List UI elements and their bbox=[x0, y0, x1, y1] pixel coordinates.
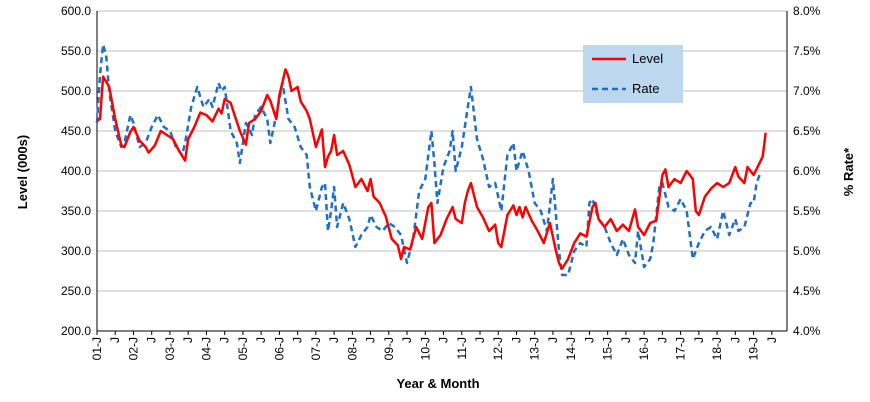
y-right-tick-label: 4.5% bbox=[793, 284, 821, 298]
x-tick-label: 16-J bbox=[637, 337, 651, 360]
x-tick-label: J bbox=[728, 337, 742, 343]
legend: Level Rate bbox=[583, 45, 683, 103]
y-right-tick-label: 7.0% bbox=[793, 84, 821, 98]
x-tick-label: 18-J bbox=[710, 337, 724, 360]
x-tick-label: 08-J bbox=[345, 337, 359, 360]
axes bbox=[96, 11, 788, 332]
x-tick-label: J bbox=[655, 337, 669, 343]
x-tick-label: 09-J bbox=[382, 337, 396, 360]
y-right-tick-label: 7.5% bbox=[793, 44, 821, 58]
x-tick-label: 06-J bbox=[272, 337, 286, 360]
left-axis-ticks: 200.0 250.0 300.0 350.0 400.0 450.0 500.0 550.0… bbox=[61, 4, 91, 338]
x-tick-label: 15-J bbox=[601, 337, 615, 360]
x-tick-label: J bbox=[400, 337, 414, 343]
y-left-title: Level (000s) bbox=[15, 135, 30, 209]
legend-box bbox=[583, 45, 683, 103]
y-right-tick-label: 6.0% bbox=[793, 164, 821, 178]
y-right-tick-label: 4.0% bbox=[793, 324, 821, 338]
x-tick-label: J bbox=[327, 337, 341, 343]
x-tick-label: J bbox=[291, 337, 305, 343]
y-right-tick-label: 6.5% bbox=[793, 124, 821, 138]
x-tick-label: J bbox=[765, 337, 779, 343]
x-tick-label: J bbox=[108, 337, 122, 343]
x-tick-label: 07-J bbox=[309, 337, 323, 360]
y-left-tick-label: 350.0 bbox=[61, 204, 91, 218]
x-tick-label: J bbox=[582, 337, 596, 343]
x-tick-label: J bbox=[364, 337, 378, 343]
x-tick-label: J bbox=[254, 337, 268, 343]
x-tick-label: J bbox=[546, 337, 560, 343]
y-left-tick-label: 500.0 bbox=[61, 84, 91, 98]
y-left-tick-label: 300.0 bbox=[61, 244, 91, 258]
x-tick-label: 17-J bbox=[674, 337, 688, 360]
x-tick-label: 14-J bbox=[564, 337, 578, 360]
y-left-tick-label: 450.0 bbox=[61, 124, 91, 138]
series-line-level bbox=[96, 68, 767, 270]
x-tick-label: 05-J bbox=[236, 337, 250, 360]
x-tick-label: 10-J bbox=[418, 337, 432, 360]
x-axis-ticks: 01-J J 02-J J 03-J J 04-J J 05-J J 06-J J 07-J J 08-J J… bbox=[90, 331, 779, 360]
y-left-tick-label: 400.0 bbox=[61, 164, 91, 178]
y-right-tick-label: 5.5% bbox=[793, 204, 821, 218]
x-tick-label: J bbox=[145, 337, 159, 343]
x-tick-label: 13-J bbox=[528, 337, 542, 360]
x-tick-label: J bbox=[437, 337, 451, 343]
x-tick-label: 03-J bbox=[163, 337, 177, 360]
y-right-tick-label: 5.0% bbox=[793, 244, 821, 258]
x-tick-label: J bbox=[692, 337, 706, 343]
x-tick-label: 12-J bbox=[491, 337, 505, 360]
y-right-title: % Rate* bbox=[841, 147, 856, 196]
x-tick-label: 04-J bbox=[199, 337, 213, 360]
y-left-tick-label: 250.0 bbox=[61, 284, 91, 298]
y-left-tick-label: 200.0 bbox=[61, 324, 91, 338]
x-tick-label: 11-J bbox=[455, 337, 469, 359]
y-left-tick-label: 600.0 bbox=[61, 4, 91, 18]
x-tick-label: J bbox=[218, 337, 232, 343]
x-axis-title: Year & Month bbox=[396, 376, 479, 391]
y-left-tick-label: 550.0 bbox=[61, 44, 91, 58]
x-tick-label: 19-J bbox=[747, 337, 761, 360]
x-tick-label: J bbox=[473, 337, 487, 343]
legend-level-label: Level bbox=[632, 51, 663, 66]
x-tick-label: 02-J bbox=[126, 337, 140, 360]
series-line-rate bbox=[95, 43, 761, 277]
y-right-tick-label: 8.0% bbox=[793, 4, 821, 18]
gridlines bbox=[97, 10, 787, 292]
x-tick-label: 01-J bbox=[90, 337, 104, 360]
x-tick-label: J bbox=[509, 337, 523, 343]
right-axis-ticks: 4.0% 4.5% 5.0% 5.5% 6.0% 6.5% 7.0% 7.5% 8.0% bbox=[793, 4, 821, 338]
x-tick-label: J bbox=[181, 337, 195, 343]
legend-rate-label: Rate bbox=[632, 81, 659, 96]
x-tick-label: J bbox=[619, 337, 633, 343]
series-lines bbox=[95, 43, 767, 277]
